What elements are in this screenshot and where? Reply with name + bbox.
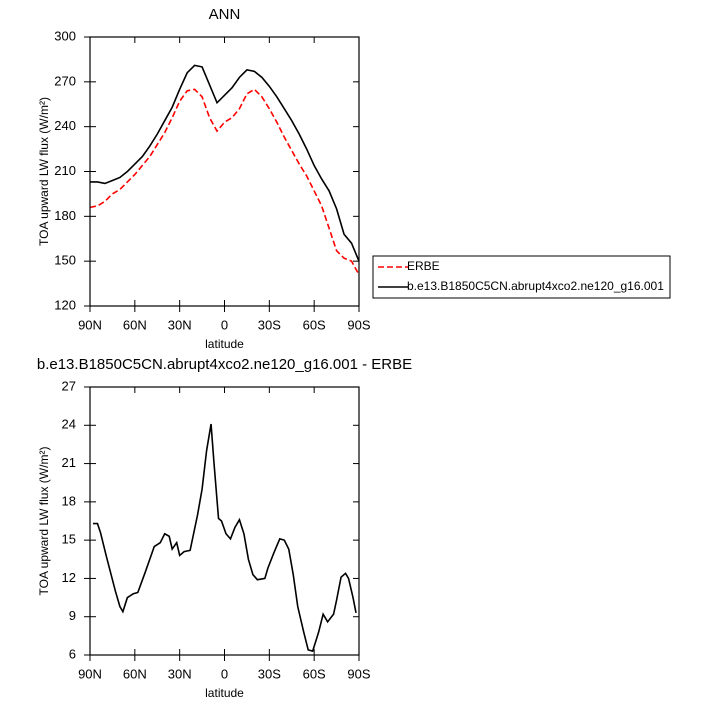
x-tick-label: 60N <box>123 317 147 332</box>
x-tick-label: 30S <box>258 666 281 681</box>
data-line <box>90 64 360 262</box>
data-line <box>89 88 360 276</box>
chart-title: b.e13.B1850C5CN.abrupt4xco2.ne120_g16.00… <box>37 356 412 373</box>
x-tick-label: 60S <box>303 666 326 681</box>
y-tick-label: 240 <box>54 118 76 133</box>
y-tick-label: 120 <box>54 297 76 312</box>
plot-frame <box>89 386 360 656</box>
x-axis-label: latitude <box>205 686 244 700</box>
y-tick-label: 300 <box>54 28 76 43</box>
data-line <box>92 423 357 653</box>
x-tick-label: 60S <box>303 317 326 332</box>
x-tick-label: 60N <box>123 666 147 681</box>
legend-label: ERBE <box>407 259 440 273</box>
y-tick-label: 24 <box>62 417 76 432</box>
y-tick-label: 21 <box>62 455 76 470</box>
y-tick-label: 27 <box>62 378 76 393</box>
x-tick-label: 0 <box>221 317 228 332</box>
y-tick-label: 15 <box>62 532 76 547</box>
x-tick-label: 90N <box>78 317 102 332</box>
x-tick-label: 30N <box>168 666 192 681</box>
x-axis-label: latitude <box>205 337 244 351</box>
x-tick-label: 90N <box>78 666 102 681</box>
x-tick-label: 30S <box>258 317 281 332</box>
y-tick-label: 270 <box>54 73 76 88</box>
y-tick-label: 6 <box>69 646 76 661</box>
y-tick-label: 12 <box>62 570 76 585</box>
y-tick-label: 9 <box>69 608 76 623</box>
x-tick-label: 30N <box>168 317 192 332</box>
x-tick-label: 90S <box>347 666 370 681</box>
y-tick-label: 210 <box>54 163 76 178</box>
y-tick-label: 18 <box>62 493 76 508</box>
y-axis-label: TOA upward LW flux (W/m²) <box>37 97 51 246</box>
legend-box <box>372 255 671 299</box>
legend-label: b.e13.B1850C5CN.abrupt4xco2.ne120_g16.00… <box>407 279 664 293</box>
y-tick-label: 150 <box>54 253 76 268</box>
y-tick-label: 180 <box>54 208 76 223</box>
y-axis-label: TOA upward LW flux (W/m²) <box>37 447 51 596</box>
x-tick-label: 90S <box>347 317 370 332</box>
chart-title: ANN <box>209 6 241 23</box>
x-tick-label: 0 <box>221 666 228 681</box>
plot-frame <box>89 36 360 307</box>
